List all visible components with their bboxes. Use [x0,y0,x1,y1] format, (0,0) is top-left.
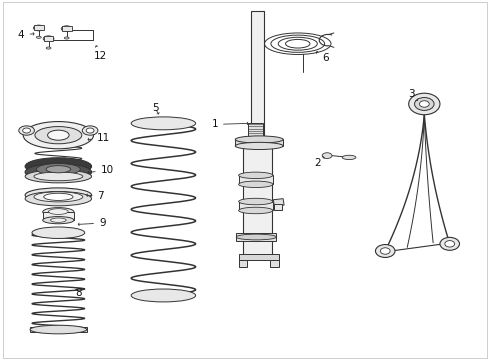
Ellipse shape [30,325,87,334]
Ellipse shape [25,170,92,183]
Text: 7: 7 [87,191,104,201]
Text: 5: 5 [152,103,159,114]
Ellipse shape [131,289,196,302]
Text: 8: 8 [75,288,82,298]
Ellipse shape [50,218,66,222]
Text: 4: 4 [18,30,34,40]
Text: 2: 2 [314,157,324,168]
Bar [251,12,264,139]
Bar [248,123,263,137]
Bar [243,137,272,257]
Ellipse shape [419,101,429,107]
Ellipse shape [33,25,44,31]
Ellipse shape [64,37,69,39]
Ellipse shape [19,126,34,135]
Ellipse shape [43,208,74,216]
Ellipse shape [380,248,390,254]
Bar [235,139,283,146]
Ellipse shape [49,209,68,215]
Ellipse shape [23,128,30,133]
Bar [239,254,279,260]
Ellipse shape [25,192,92,206]
Ellipse shape [35,127,82,144]
Ellipse shape [235,136,283,143]
Bar [62,26,72,31]
Text: 10: 10 [88,165,114,175]
Polygon shape [273,199,284,206]
Bar [270,260,279,267]
Ellipse shape [342,155,356,159]
Ellipse shape [239,181,273,188]
Ellipse shape [239,207,273,214]
Ellipse shape [46,166,71,173]
Ellipse shape [131,117,196,130]
Ellipse shape [25,163,92,181]
Ellipse shape [25,188,92,202]
Ellipse shape [61,26,72,32]
Bar [239,175,273,184]
Ellipse shape [82,126,98,135]
Ellipse shape [375,244,395,257]
Ellipse shape [36,163,80,175]
Ellipse shape [46,47,51,49]
Ellipse shape [440,237,460,250]
Ellipse shape [235,142,283,149]
Text: 6: 6 [317,51,329,63]
Polygon shape [274,204,282,211]
Ellipse shape [415,98,434,111]
Ellipse shape [86,128,94,133]
Ellipse shape [445,240,455,247]
Ellipse shape [36,36,41,39]
Text: 11: 11 [88,133,110,143]
Bar [236,233,276,241]
Bar [30,327,87,332]
Bar [43,212,74,220]
Bar [239,202,273,211]
Ellipse shape [44,193,73,201]
Text: 1: 1 [211,120,248,129]
Ellipse shape [32,227,85,238]
Bar [239,260,247,267]
Bar [44,36,53,41]
Ellipse shape [409,93,440,115]
Bar [34,26,44,31]
Ellipse shape [25,158,92,175]
Ellipse shape [43,36,54,41]
Ellipse shape [43,217,74,224]
Ellipse shape [322,153,332,158]
Text: 3: 3 [408,89,417,101]
Text: 9: 9 [78,218,106,228]
Ellipse shape [236,234,276,240]
Ellipse shape [48,130,69,140]
Ellipse shape [239,198,273,205]
Ellipse shape [239,172,273,179]
Ellipse shape [23,122,94,149]
Ellipse shape [34,172,83,181]
Ellipse shape [34,192,83,202]
Text: 12: 12 [94,46,107,61]
